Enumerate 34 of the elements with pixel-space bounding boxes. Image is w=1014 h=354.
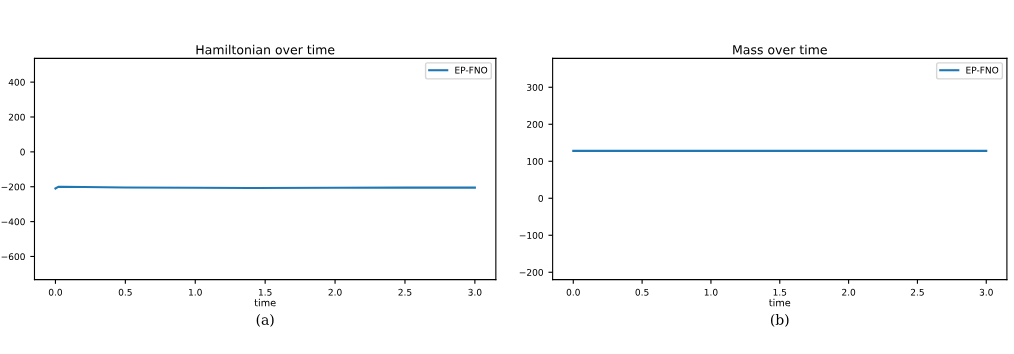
x-axis-title: time: [254, 298, 276, 307]
legend-label: EP-FNO: [455, 66, 488, 74]
y-tick-label: −200: [1, 183, 25, 191]
x-tick-label: 0.5: [118, 288, 132, 296]
y-tick-label: −100: [519, 231, 543, 239]
x-tick-label: 1.0: [189, 288, 202, 296]
x-tick-label: 2.0: [328, 288, 342, 296]
x-tick-label: 1.5: [258, 288, 272, 296]
x-tick-label: 2.5: [398, 288, 412, 296]
x-tick-label: 3.0: [979, 288, 993, 296]
y-tick-label: −400: [1, 218, 25, 226]
x-tick-label: 1.5: [773, 288, 787, 296]
y-tick-label: 0: [20, 148, 25, 156]
legend-label: EP-FNO: [966, 66, 999, 74]
chart-title: Mass over time: [733, 44, 827, 55]
y-tick-label: 400: [8, 78, 25, 86]
y-tick-label: 200: [8, 113, 25, 121]
y-tick-label: 0: [538, 194, 543, 202]
chart-title: Hamiltonian over time: [196, 44, 335, 55]
x-axis-title: time: [769, 298, 791, 307]
x-tick-label: 1.0: [704, 288, 718, 296]
text: (b): [771, 314, 789, 327]
y-tick-label: −600: [1, 253, 25, 261]
x-tick-label: 2.0: [842, 288, 856, 296]
x-tick-label: 0.0: [48, 288, 63, 296]
y-tick-label: 200: [527, 121, 543, 128]
text: (a): [256, 314, 274, 327]
x-tick-label: 0.0: [566, 288, 580, 296]
y-tick-label: −200: [519, 268, 543, 276]
x-tick-label: 0.5: [635, 288, 649, 296]
y-tick-label: 300: [527, 84, 543, 91]
x-tick-label: 2.5: [910, 288, 924, 296]
y-tick-label: 100: [527, 157, 543, 165]
x-tick-label: 3.0: [468, 288, 482, 296]
